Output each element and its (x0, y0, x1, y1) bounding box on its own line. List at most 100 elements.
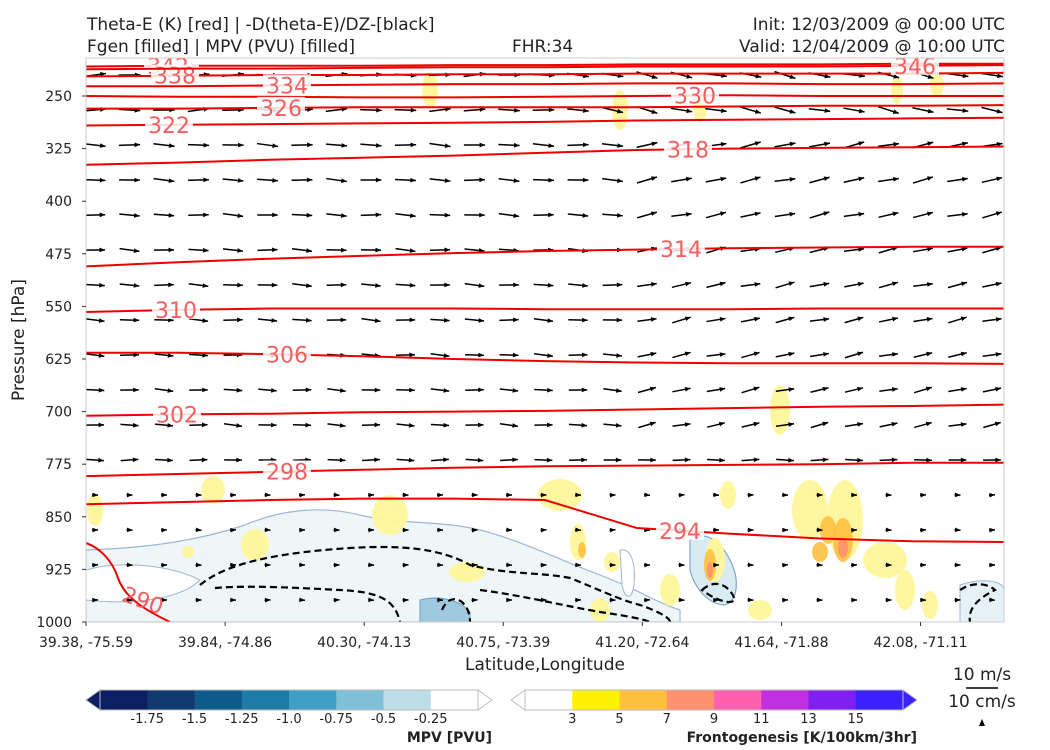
wind-arrow-head (609, 597, 616, 603)
wind-arrow-head (995, 352, 1002, 357)
wind-arrow-head (402, 597, 409, 603)
frontogenesis-blob (707, 562, 713, 578)
wind-arrow-head (927, 246, 933, 252)
colorbar-tick-label: -1.0 (276, 712, 301, 727)
theta-e-label-bg (671, 84, 719, 105)
wind-arrow-head (617, 213, 623, 218)
wind-arrow-head (616, 317, 623, 323)
frontogenesis-blob (449, 562, 485, 582)
wind-arrow-head (133, 352, 139, 358)
wind-arrow-head (824, 141, 830, 147)
wind-arrow-head (202, 318, 209, 323)
wind-arrow-head (960, 457, 967, 463)
colorbar-tick-label: -0.25 (414, 712, 448, 727)
wind-arrow-head (443, 388, 450, 393)
wind-arrow-head (892, 176, 899, 182)
wind-arrow-head (582, 213, 589, 218)
wind-arrow-head (99, 143, 106, 148)
wind-arrow-head (547, 353, 553, 358)
wind-arrow-head (747, 492, 754, 498)
wind-arrow-head (891, 421, 898, 427)
wind-arrow-head (305, 283, 312, 288)
wind-arrow-head (788, 457, 794, 463)
wind-arrow-head (615, 388, 622, 393)
y-tick-label: 400 (45, 194, 72, 210)
wind-arrow-head (989, 527, 995, 533)
colorbar-tick-label: -1.25 (225, 712, 259, 727)
wind-arrow-head (994, 421, 1001, 427)
wind-arrow-head (540, 527, 547, 533)
dashed-contour (440, 598, 472, 622)
wind-arrow-head (134, 177, 140, 183)
wind-arrow-head (340, 213, 347, 218)
wind-arrow-head (540, 562, 547, 568)
theta-e-line-322 (86, 116, 1004, 127)
frontogenesis-blob (87, 494, 103, 526)
wind-arrow-head (960, 387, 967, 392)
wind-arrow-head (885, 492, 892, 498)
colorbar-swatch (619, 690, 668, 710)
wind-arrow-head (960, 422, 967, 427)
frontogenesis-blob (863, 542, 907, 578)
wind-arrow-head (678, 597, 685, 603)
colorbar-swatch (430, 690, 479, 710)
wind-arrow-head (132, 457, 139, 463)
theta-e-line-294 (86, 497, 1004, 543)
wind-arrow-head (547, 422, 553, 428)
wind-arrow-head (609, 527, 616, 533)
wind-arrow-head (581, 422, 588, 428)
wind-arrow-head (443, 317, 450, 323)
wind-arrow-head (98, 457, 104, 463)
colorbar-tick-label: -1.5 (182, 712, 207, 727)
wind-arrow-head (410, 107, 417, 113)
theta-e-label-bg (656, 519, 704, 540)
dashed-contour (214, 585, 402, 622)
wind-arrow-head (168, 143, 175, 148)
wind-arrow-head (920, 492, 926, 498)
x-tick-label: 39.84, -74.86 (178, 635, 272, 651)
wind-arrow-head (581, 352, 588, 358)
wind-arrow-head (375, 177, 382, 183)
wind-arrow-head (161, 597, 167, 603)
wind-arrow-head (471, 562, 478, 568)
wind-arrow-head (649, 386, 656, 392)
wind-arrow-head (678, 562, 685, 568)
wind-arrow-head (230, 562, 236, 568)
wind-arrow-head (581, 457, 587, 463)
wind-arrow-head (92, 492, 98, 498)
wind-arrow-head (616, 353, 622, 358)
wind-arrow-head (168, 282, 174, 288)
wind-arrow-head (581, 387, 588, 393)
wind-arrow-head (202, 387, 208, 393)
wind-arrow-head (374, 422, 381, 428)
wind-arrow-head (583, 108, 589, 113)
wind-arrow-head (961, 141, 968, 147)
wind-arrow-head (644, 597, 650, 603)
dashed-contour (199, 545, 672, 622)
wind-arrow-head (167, 353, 174, 358)
wind-arrow-head (650, 282, 657, 287)
wind-arrow-head (443, 422, 450, 428)
wind-arrow-head (617, 178, 623, 183)
wind-arrow-head (201, 422, 208, 428)
wind-arrow-head (167, 388, 174, 393)
wind-arrow-head (893, 74, 900, 79)
wind-arrow-head (479, 177, 485, 183)
wind-arrow-head (375, 143, 382, 148)
wind-arrow-head (685, 281, 692, 287)
wind-arrow-head (926, 457, 932, 463)
wind-arrow-head (133, 317, 140, 323)
wind-arrow-head (478, 422, 484, 428)
mpv-region (86, 564, 201, 603)
wind-arrow-head (857, 422, 863, 427)
wind-arrow-head (368, 492, 374, 498)
frontogenesis-blob (891, 76, 903, 104)
wind-arrow-head (927, 108, 934, 114)
wind-arrow-head (650, 317, 657, 322)
wind-arrow-head (444, 143, 451, 149)
wind-arrow-head (236, 457, 242, 463)
wind-arrow-head (954, 562, 961, 568)
wind-arrow-head (478, 283, 485, 288)
wind-arrow-head (376, 107, 382, 113)
